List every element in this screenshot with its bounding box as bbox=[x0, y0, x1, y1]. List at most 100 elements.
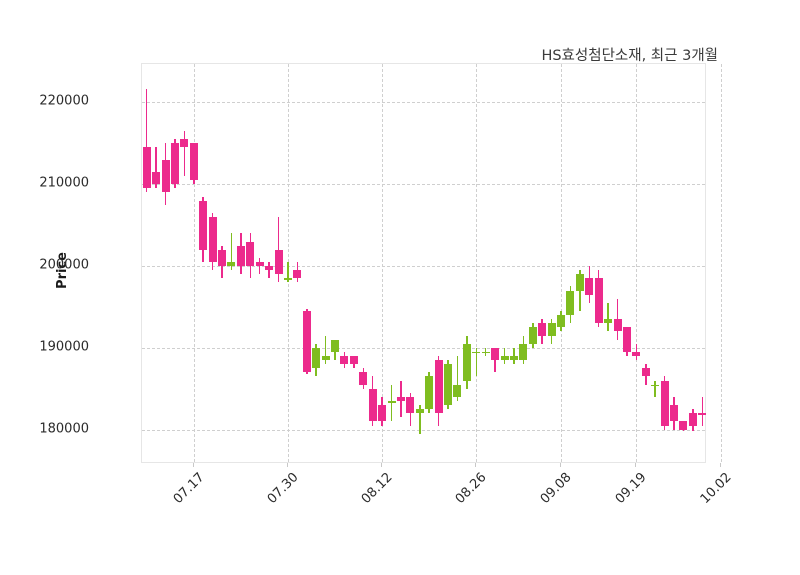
y-tick-label: 190000 bbox=[39, 339, 89, 355]
candle-body bbox=[575, 274, 584, 291]
candle-wick bbox=[324, 335, 327, 365]
gridline-vertical bbox=[721, 64, 723, 462]
candle-body bbox=[670, 405, 679, 422]
candle-body bbox=[557, 315, 566, 328]
candle-body bbox=[585, 278, 594, 295]
x-tick-label: 07.17 bbox=[170, 470, 208, 507]
candle-wick bbox=[287, 261, 289, 283]
candle-wick bbox=[607, 302, 609, 332]
candle-body bbox=[538, 323, 547, 336]
candle-body bbox=[152, 171, 161, 185]
candle-body bbox=[651, 384, 660, 387]
chart-title: HS효성첨단소재, 최근 3개월 bbox=[541, 48, 718, 64]
candle-body bbox=[632, 351, 641, 356]
x-tick-label: 07.30 bbox=[264, 470, 302, 507]
gridline-vertical bbox=[193, 64, 195, 462]
candle-wick bbox=[654, 380, 656, 397]
candle-body bbox=[387, 401, 396, 403]
candle-body bbox=[698, 413, 707, 415]
candle-body bbox=[444, 364, 453, 406]
candle-body bbox=[500, 356, 509, 361]
y-tick-label: 200000 bbox=[39, 257, 89, 273]
x-tick-mark bbox=[475, 463, 477, 467]
candle-wick bbox=[155, 147, 157, 189]
candle-body bbox=[312, 347, 321, 369]
candle-body bbox=[142, 147, 151, 189]
candle-body bbox=[406, 396, 415, 414]
gridline-horizontal bbox=[142, 102, 705, 104]
candle-body bbox=[622, 327, 631, 352]
candle-wick bbox=[475, 347, 478, 377]
candle-wick bbox=[701, 396, 704, 426]
candle-body bbox=[415, 409, 424, 414]
x-tick-mark bbox=[381, 463, 383, 467]
candle-body bbox=[236, 245, 245, 267]
candle-body bbox=[481, 351, 490, 354]
candle-body bbox=[331, 339, 340, 352]
plot-inner bbox=[142, 64, 723, 462]
candle-body bbox=[566, 290, 575, 316]
candle-body bbox=[509, 356, 518, 361]
y-tick-label: 220000 bbox=[39, 93, 89, 109]
gridline-vertical bbox=[382, 64, 384, 462]
candle-wick bbox=[456, 356, 459, 401]
candle-body bbox=[378, 405, 387, 422]
candle-body bbox=[208, 216, 217, 262]
candle-body bbox=[180, 139, 189, 148]
candle-body bbox=[293, 270, 302, 279]
candle-body bbox=[434, 360, 443, 414]
candle-body bbox=[246, 241, 255, 267]
gridline-horizontal bbox=[142, 347, 705, 349]
candle-body bbox=[283, 278, 292, 280]
x-tick-mark bbox=[635, 463, 637, 467]
candle-body bbox=[641, 368, 650, 377]
candle-body bbox=[679, 421, 688, 430]
x-tick-label: 08.12 bbox=[358, 470, 396, 507]
candle-wick bbox=[230, 233, 233, 271]
candle-wick bbox=[419, 405, 421, 434]
candle-body bbox=[227, 261, 236, 267]
candle-body bbox=[613, 319, 622, 332]
candle-body bbox=[594, 278, 603, 324]
gridline-vertical bbox=[476, 64, 478, 462]
candle-wick bbox=[183, 131, 186, 177]
candle-wick bbox=[390, 384, 393, 422]
candle-body bbox=[528, 327, 537, 344]
candle-body bbox=[161, 159, 170, 193]
candle-body bbox=[255, 261, 264, 267]
candle-body bbox=[604, 319, 613, 324]
gridline-vertical bbox=[561, 64, 563, 462]
gridline-horizontal bbox=[142, 266, 705, 268]
y-tick-label: 210000 bbox=[39, 175, 89, 191]
candle-body bbox=[425, 376, 434, 410]
x-tick-mark bbox=[286, 463, 288, 467]
candle-wick bbox=[616, 298, 619, 340]
candle-body bbox=[359, 372, 368, 385]
candle-body bbox=[547, 323, 556, 336]
x-tick-mark bbox=[720, 463, 722, 467]
x-tick-label: 10.02 bbox=[697, 470, 735, 507]
candle-body bbox=[189, 143, 198, 181]
candle-body bbox=[302, 311, 311, 373]
candle-body bbox=[199, 200, 208, 250]
gridline-horizontal bbox=[142, 429, 705, 431]
candle-body bbox=[368, 388, 377, 422]
candle-body bbox=[349, 356, 358, 365]
candle-body bbox=[491, 347, 500, 361]
candle-body bbox=[396, 396, 405, 401]
candle-body bbox=[274, 249, 283, 275]
y-tick-label: 180000 bbox=[39, 421, 89, 437]
plot-area bbox=[141, 63, 723, 463]
x-tick-mark bbox=[560, 463, 562, 467]
candle-body bbox=[265, 266, 274, 271]
candle-body bbox=[453, 384, 462, 397]
candle-body bbox=[688, 413, 697, 426]
x-tick-label: 08.26 bbox=[452, 470, 490, 507]
gridline-vertical bbox=[636, 64, 638, 462]
candle-body bbox=[472, 351, 481, 354]
candle-wick bbox=[494, 347, 496, 373]
candle-wick bbox=[258, 257, 261, 275]
candle-body bbox=[218, 249, 227, 267]
gridline-horizontal bbox=[142, 184, 705, 186]
